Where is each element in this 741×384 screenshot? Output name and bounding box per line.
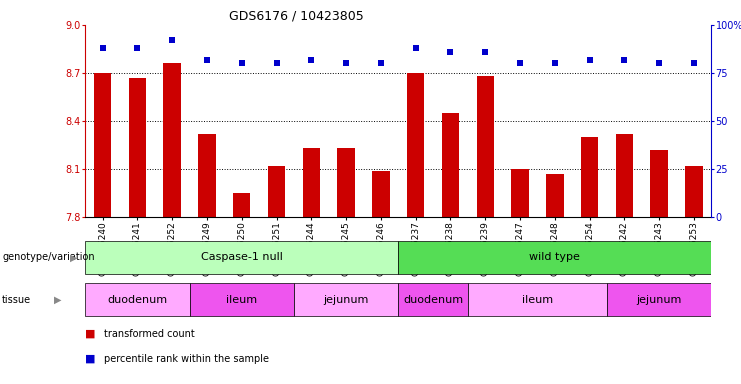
Bar — [337, 148, 355, 217]
Bar — [85, 283, 190, 316]
Bar — [651, 150, 668, 217]
Bar — [546, 174, 563, 217]
Text: ■: ■ — [85, 329, 96, 339]
Point — [445, 49, 456, 55]
Text: jejunum: jejunum — [323, 295, 369, 305]
Bar — [233, 193, 250, 217]
Text: Caspase-1 null: Caspase-1 null — [201, 252, 282, 262]
Text: GDS6176 / 10423805: GDS6176 / 10423805 — [229, 10, 364, 23]
Bar — [607, 283, 711, 316]
Bar — [581, 137, 598, 217]
Text: genotype/variation: genotype/variation — [2, 252, 95, 262]
Bar — [372, 170, 390, 217]
Bar — [476, 76, 494, 217]
Point — [688, 60, 700, 66]
Bar — [399, 241, 711, 274]
Text: jejunum: jejunum — [637, 295, 682, 305]
Bar — [94, 73, 111, 217]
Bar — [164, 63, 181, 217]
Point — [654, 60, 665, 66]
Point — [584, 56, 596, 63]
Text: percentile rank within the sample: percentile rank within the sample — [104, 354, 269, 364]
Point — [619, 56, 631, 63]
Point — [549, 60, 561, 66]
Text: duodenum: duodenum — [107, 295, 167, 305]
Bar — [302, 148, 320, 217]
Point — [479, 49, 491, 55]
Text: tissue: tissue — [2, 295, 31, 305]
Point — [131, 45, 143, 51]
Bar — [468, 283, 607, 316]
Text: transformed count: transformed count — [104, 329, 194, 339]
Point — [340, 60, 352, 66]
Bar — [190, 283, 294, 316]
Bar — [407, 73, 425, 217]
Point — [375, 60, 387, 66]
Bar — [129, 78, 146, 217]
Text: wild type: wild type — [529, 252, 580, 262]
Bar — [199, 134, 216, 217]
Point — [201, 56, 213, 63]
Bar — [685, 166, 702, 217]
Point — [305, 56, 317, 63]
Point — [514, 60, 526, 66]
Point — [166, 37, 178, 43]
Bar — [442, 113, 459, 217]
Text: ▶: ▶ — [54, 295, 62, 305]
Bar — [294, 283, 398, 316]
Bar — [85, 241, 399, 274]
Bar — [616, 134, 633, 217]
Text: ■: ■ — [85, 354, 96, 364]
Point — [236, 60, 247, 66]
Text: ileum: ileum — [226, 295, 257, 305]
Text: duodenum: duodenum — [403, 295, 463, 305]
Point — [410, 45, 422, 51]
Text: ileum: ileum — [522, 295, 553, 305]
Text: ▶: ▶ — [70, 252, 78, 262]
Point — [96, 45, 108, 51]
Point — [270, 60, 282, 66]
Bar — [511, 169, 529, 217]
Bar — [268, 166, 285, 217]
Bar — [399, 283, 468, 316]
